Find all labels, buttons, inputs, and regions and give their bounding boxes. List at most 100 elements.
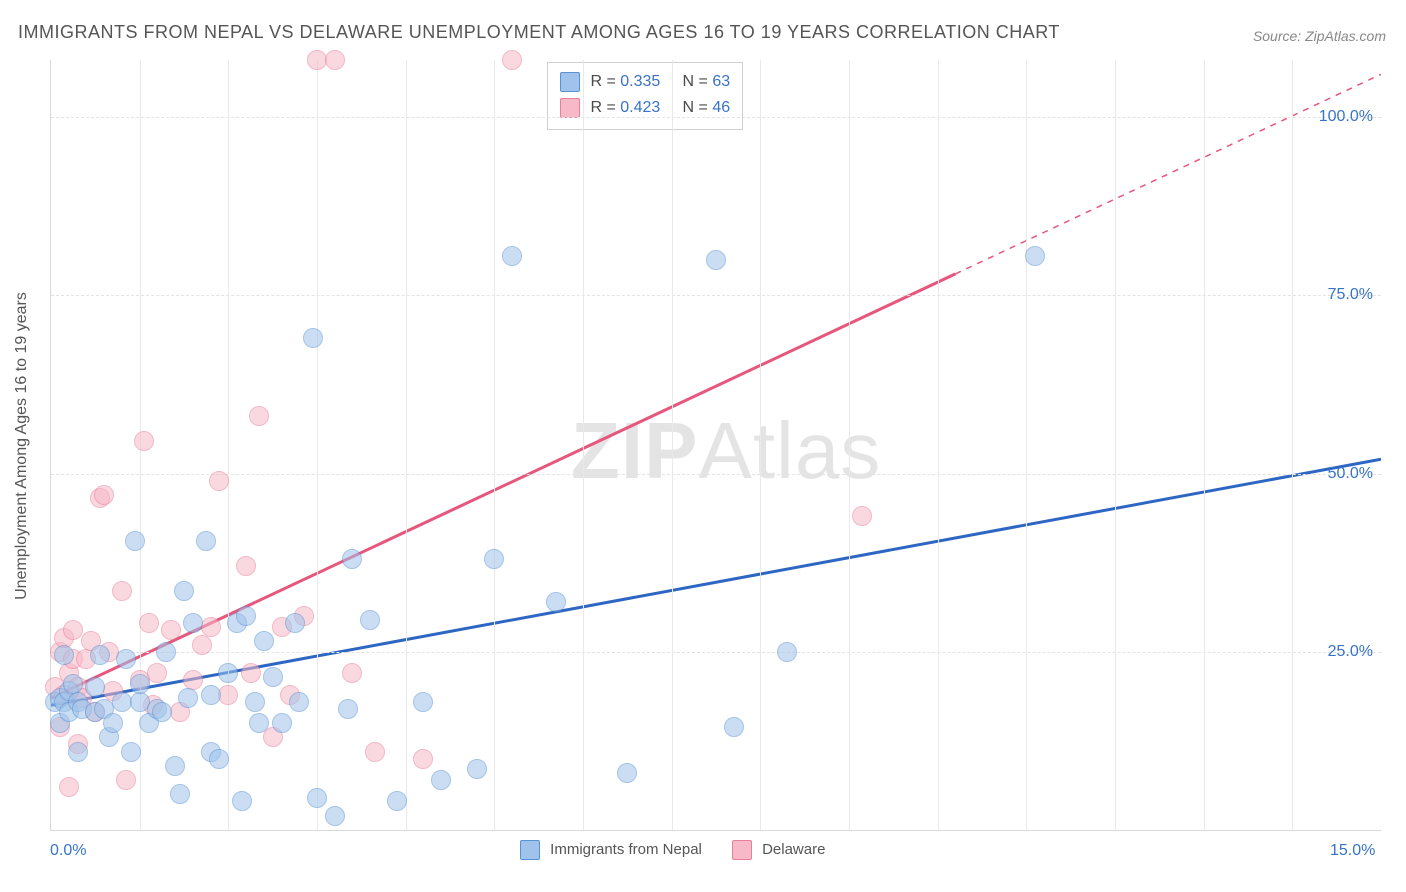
stats-n-prefix: N = bbox=[683, 73, 713, 90]
legend-swatch-b-bottom bbox=[732, 840, 752, 860]
stats-r-prefix2: R = bbox=[590, 99, 620, 116]
y-tick-label: 75.0% bbox=[1313, 286, 1373, 304]
watermark-bold: ZIP bbox=[571, 406, 698, 495]
scatter-dot-delaware bbox=[365, 742, 385, 762]
stats-n-prefix2: N = bbox=[683, 99, 713, 116]
bottom-legend-b: Delaware bbox=[732, 840, 826, 860]
gridline-horizontal bbox=[51, 295, 1381, 296]
scatter-dot-delaware bbox=[342, 663, 362, 683]
bottom-legend-a: Immigrants from Nepal bbox=[520, 840, 702, 860]
gridline-vertical bbox=[672, 60, 673, 830]
scatter-dot-nepal bbox=[165, 756, 185, 776]
scatter-dot-nepal bbox=[502, 246, 522, 266]
scatter-dot-nepal bbox=[431, 770, 451, 790]
gridline-horizontal bbox=[51, 652, 1381, 653]
scatter-dot-nepal bbox=[484, 549, 504, 569]
scatter-dot-delaware bbox=[192, 635, 212, 655]
scatter-dot-nepal bbox=[338, 699, 358, 719]
scatter-dot-nepal bbox=[303, 328, 323, 348]
x-tick-label: 0.0% bbox=[50, 842, 86, 860]
scatter-dot-nepal bbox=[156, 642, 176, 662]
scatter-dot-nepal bbox=[170, 784, 190, 804]
legend-swatch-a bbox=[560, 72, 580, 92]
source-label: Source: ZipAtlas.com bbox=[1253, 28, 1386, 44]
scatter-dot-nepal bbox=[289, 692, 309, 712]
watermark: ZIPAtlas bbox=[571, 405, 881, 497]
scatter-dot-nepal bbox=[54, 645, 74, 665]
scatter-dot-nepal bbox=[68, 742, 88, 762]
scatter-dot-delaware bbox=[241, 663, 261, 683]
plot-area: ZIPAtlas R = 0.335 N = 63 R = 0.423 N = … bbox=[50, 60, 1381, 831]
legend-label-b: Delaware bbox=[762, 841, 825, 858]
scatter-dot-delaware bbox=[139, 613, 159, 633]
gridline-vertical bbox=[849, 60, 850, 830]
chart-title: IMMIGRANTS FROM NEPAL VS DELAWARE UNEMPL… bbox=[18, 22, 1060, 43]
legend-label-a: Immigrants from Nepal bbox=[550, 841, 702, 858]
scatter-dot-nepal bbox=[546, 592, 566, 612]
gridline-vertical bbox=[494, 60, 495, 830]
scatter-dot-nepal bbox=[63, 674, 83, 694]
scatter-dot-nepal bbox=[307, 788, 327, 808]
y-tick-label: 50.0% bbox=[1313, 465, 1373, 483]
scatter-dot-nepal bbox=[617, 763, 637, 783]
scatter-dot-nepal bbox=[152, 702, 172, 722]
scatter-dot-delaware bbox=[413, 749, 433, 769]
scatter-dot-nepal bbox=[183, 613, 203, 633]
scatter-dot-nepal bbox=[254, 631, 274, 651]
scatter-dot-nepal bbox=[103, 713, 123, 733]
gridline-vertical bbox=[406, 60, 407, 830]
gridline-horizontal bbox=[51, 117, 1381, 118]
scatter-dot-delaware bbox=[161, 620, 181, 640]
scatter-dot-nepal bbox=[232, 791, 252, 811]
stats-r-prefix: R = bbox=[590, 73, 620, 90]
chart-container: IMMIGRANTS FROM NEPAL VS DELAWARE UNEMPL… bbox=[0, 0, 1406, 892]
scatter-dot-nepal bbox=[90, 645, 110, 665]
scatter-dot-delaware bbox=[249, 406, 269, 426]
stats-n-a: 63 bbox=[712, 73, 730, 90]
stats-row-a: R = 0.335 N = 63 bbox=[560, 69, 730, 95]
scatter-dot-delaware bbox=[63, 620, 83, 640]
y-tick-label: 25.0% bbox=[1313, 643, 1373, 661]
scatter-dot-nepal bbox=[85, 677, 105, 697]
scatter-dot-nepal bbox=[272, 713, 292, 733]
scatter-dot-delaware bbox=[94, 485, 114, 505]
stats-n-b: 46 bbox=[712, 99, 730, 116]
scatter-dot-nepal bbox=[125, 531, 145, 551]
x-tick-label: 15.0% bbox=[1330, 842, 1375, 860]
trendline bbox=[51, 274, 955, 698]
scatter-dot-nepal bbox=[1025, 246, 1045, 266]
gridline-vertical bbox=[1204, 60, 1205, 830]
trendline-extrapolated bbox=[955, 74, 1381, 274]
stats-r-a: 0.335 bbox=[620, 73, 660, 90]
scatter-dot-nepal bbox=[777, 642, 797, 662]
scatter-dot-nepal bbox=[116, 649, 136, 669]
scatter-dot-nepal bbox=[196, 531, 216, 551]
scatter-dot-nepal bbox=[245, 692, 265, 712]
scatter-dot-nepal bbox=[178, 688, 198, 708]
y-axis-title: Unemployment Among Ages 16 to 19 years bbox=[13, 292, 31, 600]
gridline-vertical bbox=[317, 60, 318, 830]
gridline-vertical bbox=[938, 60, 939, 830]
gridline-vertical bbox=[760, 60, 761, 830]
bottom-legend: Immigrants from Nepal Delaware bbox=[520, 840, 825, 860]
scatter-dot-delaware bbox=[112, 581, 132, 601]
scatter-dot-nepal bbox=[209, 749, 229, 769]
scatter-dot-nepal bbox=[249, 713, 269, 733]
scatter-dot-nepal bbox=[413, 692, 433, 712]
gridline-vertical bbox=[1292, 60, 1293, 830]
scatter-dot-delaware bbox=[502, 50, 522, 70]
scatter-dot-nepal bbox=[121, 742, 141, 762]
watermark-regular: Atlas bbox=[698, 406, 881, 495]
gridline-vertical bbox=[583, 60, 584, 830]
y-tick-label: 100.0% bbox=[1313, 108, 1373, 126]
gridline-vertical bbox=[1115, 60, 1116, 830]
scatter-dot-nepal bbox=[285, 613, 305, 633]
scatter-dot-nepal bbox=[201, 685, 221, 705]
scatter-dot-delaware bbox=[236, 556, 256, 576]
scatter-dot-delaware bbox=[852, 506, 872, 526]
scatter-dot-delaware bbox=[325, 50, 345, 70]
gridline-horizontal bbox=[51, 474, 1381, 475]
scatter-dot-nepal bbox=[325, 806, 345, 826]
scatter-dot-nepal bbox=[130, 674, 150, 694]
gridline-vertical bbox=[1026, 60, 1027, 830]
